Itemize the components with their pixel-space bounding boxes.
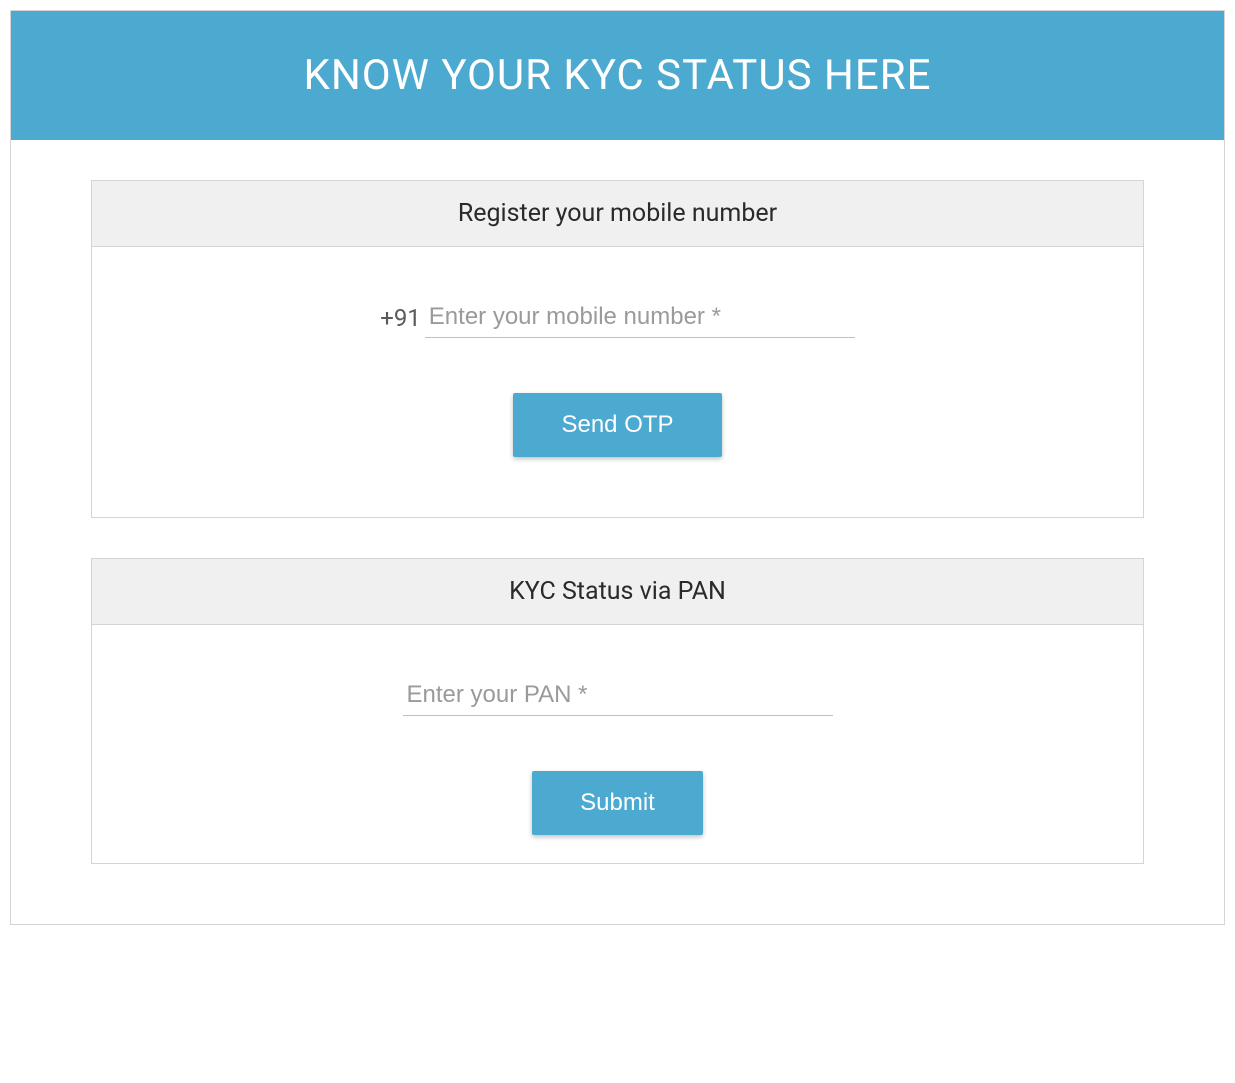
- mobile-panel-title: Register your mobile number: [92, 181, 1143, 247]
- mobile-input-row: +91: [112, 297, 1123, 338]
- pan-status-panel: KYC Status via PAN Submit: [91, 558, 1144, 864]
- page-title: KNOW YOUR KYC STATUS HERE: [11, 11, 1224, 140]
- mobile-register-panel: Register your mobile number +91 Send OTP: [91, 180, 1144, 518]
- main-container: KNOW YOUR KYC STATUS HERE Register your …: [10, 10, 1225, 925]
- pan-panel-body: Submit: [92, 625, 1143, 863]
- mobile-panel-body: +91 Send OTP: [92, 247, 1143, 517]
- pan-panel-title: KYC Status via PAN: [92, 559, 1143, 625]
- pan-input[interactable]: [403, 675, 833, 716]
- mobile-number-input[interactable]: [425, 297, 855, 338]
- pan-input-row: [112, 675, 1123, 716]
- mobile-prefix-label: +91: [380, 304, 421, 338]
- send-otp-button[interactable]: Send OTP: [513, 393, 721, 457]
- content-area: Register your mobile number +91 Send OTP…: [11, 140, 1224, 924]
- submit-button[interactable]: Submit: [532, 771, 703, 835]
